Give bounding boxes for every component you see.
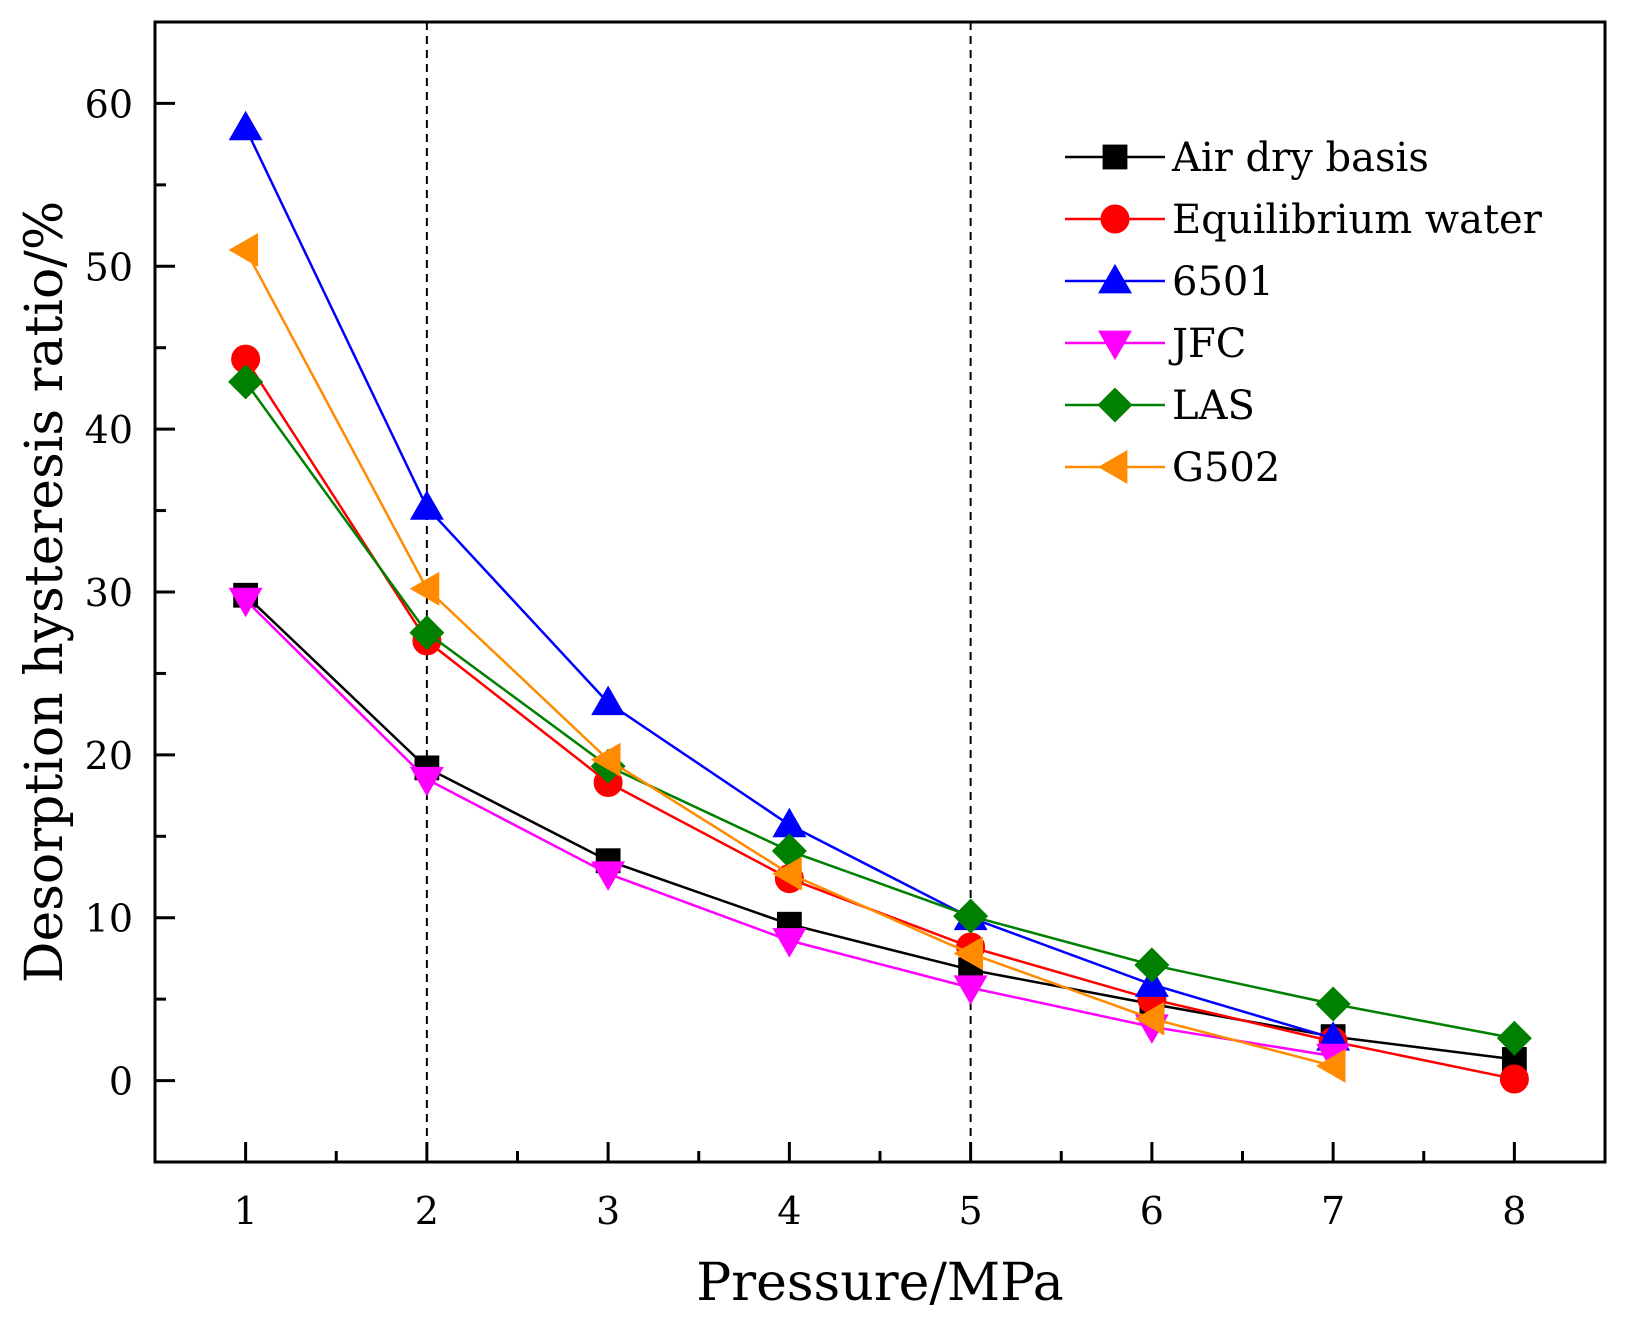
data-point [591, 861, 626, 891]
data-point [772, 928, 807, 958]
series-line [244, 594, 1515, 1061]
y-axis: 0 10 20 30 40 50 60 [85, 20, 175, 1164]
data-point [228, 110, 263, 141]
data-point [409, 571, 440, 606]
y-tick-label: 10 [85, 897, 133, 941]
legend-marker [1097, 387, 1133, 423]
x-tick-label: 3 [596, 1189, 620, 1233]
legend-marker [1100, 204, 1130, 234]
x-tick-label: 2 [415, 1189, 439, 1233]
data-point [953, 975, 988, 1005]
y-tick-label: 20 [85, 734, 133, 778]
reference-lines [425, 22, 972, 1162]
series-line [244, 127, 1334, 1040]
x-tick-label: 6 [1140, 1189, 1164, 1233]
legend-label: Air dry basis [1171, 135, 1429, 181]
legend-label: LAS [1172, 383, 1255, 429]
legend-marker [1097, 450, 1128, 484]
series-layer [228, 110, 1532, 1094]
legend-marker [1102, 144, 1128, 170]
x-tick-label: 8 [1502, 1189, 1526, 1233]
data-point [228, 233, 259, 267]
legend: Air dry basis Equilibrium water 6501 JFC LAS… [1065, 135, 1543, 491]
data-point [409, 615, 445, 651]
legend-marker [1098, 330, 1132, 361]
legend-label: G502 [1172, 445, 1280, 491]
data-point [409, 766, 444, 797]
legend-label: Equilibrium water [1172, 197, 1543, 243]
x-tick-label: 4 [777, 1189, 801, 1233]
legend-marker [1098, 263, 1132, 294]
data-point [228, 364, 264, 400]
data-point [1316, 1048, 1346, 1083]
y-tick-label: 50 [85, 245, 133, 289]
y-axis-label: Desorption hysteresis ratio/% [15, 201, 75, 983]
y-tick-label: 30 [85, 571, 133, 615]
data-point [772, 807, 807, 838]
data-point [1496, 1020, 1532, 1056]
x-axis-label: Pressure/MPa [696, 1253, 1064, 1313]
data-point [772, 856, 802, 891]
x-tick-label: 5 [959, 1189, 983, 1233]
data-point [228, 587, 263, 618]
x-tick-label: 7 [1321, 1189, 1345, 1233]
data-point [1134, 1001, 1165, 1036]
plot-frame [153, 20, 1607, 1164]
data-point [409, 490, 444, 520]
data-point [1315, 986, 1351, 1022]
series-5 [228, 233, 1346, 1083]
series-line [244, 381, 1515, 1040]
y-tick-label: 60 [85, 82, 133, 126]
data-point [591, 685, 626, 716]
legend-label: 6501 [1172, 259, 1274, 305]
legend-label: JFC [1168, 321, 1246, 367]
data-point [953, 898, 989, 934]
data-point [591, 742, 621, 777]
data-point [1134, 947, 1170, 983]
series-2 [228, 110, 1351, 1051]
y-tick-label: 0 [109, 1060, 133, 1104]
data-point [953, 936, 984, 971]
x-tick-label: 1 [234, 1189, 258, 1233]
data-point [1499, 1064, 1529, 1094]
series-line [244, 358, 1515, 1081]
x-axis: 1 2 3 4 5 6 7 8 [234, 1142, 1526, 1233]
series-4 [228, 364, 1532, 1056]
y-tick-label: 40 [85, 408, 133, 452]
